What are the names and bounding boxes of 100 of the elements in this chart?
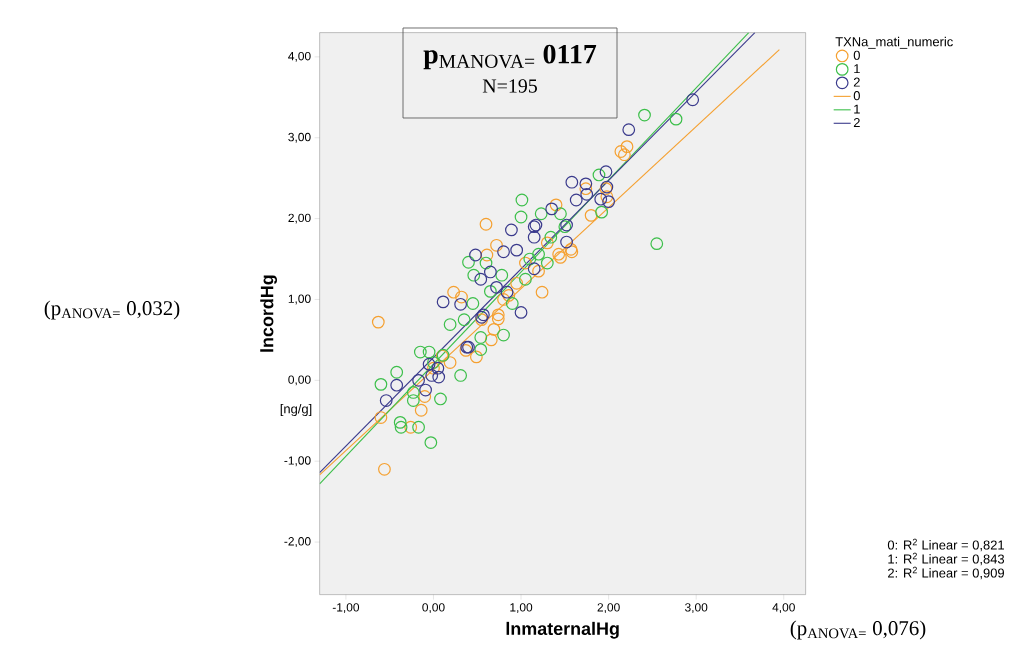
point <box>535 285 549 299</box>
point <box>545 202 559 216</box>
point <box>565 175 579 189</box>
point <box>638 108 651 122</box>
point <box>519 272 532 286</box>
point <box>552 247 566 261</box>
point <box>443 318 457 331</box>
point <box>595 205 609 219</box>
point <box>390 378 404 392</box>
x-tick-label: 3,00 <box>685 603 708 614</box>
point <box>502 289 516 302</box>
point <box>474 272 488 286</box>
x-tick-label: 0,00 <box>422 603 445 614</box>
point <box>425 369 439 382</box>
text: [ng/g] <box>280 403 312 417</box>
point <box>455 290 468 304</box>
point <box>527 262 541 276</box>
point <box>466 297 480 310</box>
text: 2: R$^{2}$ Linear = 0,909 <box>888 566 1004 580</box>
point <box>459 344 473 357</box>
x-tick-label: 4,00 <box>772 603 795 614</box>
x-tick-label: 1,00 <box>510 603 533 614</box>
legend-label: 1 <box>854 64 860 74</box>
y-tick-label: -2,00 <box>284 537 311 547</box>
point <box>424 436 438 449</box>
point <box>443 356 457 369</box>
point <box>422 345 436 359</box>
point <box>483 284 497 298</box>
point <box>479 256 493 270</box>
point <box>497 328 510 342</box>
y-tick-label: 2,00 <box>288 213 311 224</box>
legend-label: 2 <box>853 77 860 87</box>
point <box>431 361 445 375</box>
point <box>418 390 432 403</box>
point <box>406 394 420 407</box>
text: 1: R$^{2}$ Linear = 0,843 <box>888 552 1005 566</box>
y-tick-label: 4,00 <box>288 51 311 62</box>
point <box>422 357 436 371</box>
point <box>490 238 503 252</box>
point <box>554 207 567 221</box>
legend-label: 1 <box>854 104 860 114</box>
point <box>514 306 528 319</box>
point <box>491 308 505 322</box>
point <box>592 168 606 182</box>
text: (p$_{ANOVA=}$ 0,032) <box>44 300 180 320</box>
point <box>467 268 481 282</box>
legend-label: 0 <box>853 91 860 101</box>
point <box>620 140 634 154</box>
point <box>412 373 425 387</box>
point <box>532 247 545 261</box>
point <box>413 345 427 359</box>
y-tick-label: 3,00 <box>288 132 311 143</box>
point <box>599 165 613 179</box>
point <box>669 112 683 126</box>
point <box>469 248 482 262</box>
point <box>527 230 541 244</box>
point <box>500 285 514 299</box>
point <box>474 331 488 344</box>
point <box>560 235 573 249</box>
point <box>474 343 488 356</box>
y-axis-title: lncordHg <box>260 275 278 352</box>
point <box>374 377 388 391</box>
point <box>594 192 608 206</box>
point <box>406 386 420 399</box>
point <box>579 182 593 196</box>
point <box>540 236 554 250</box>
point <box>454 297 468 311</box>
annotation: p$_{MANOVA=}$ 0117 <box>423 44 597 70</box>
point <box>374 411 388 424</box>
point <box>447 285 461 299</box>
point <box>487 322 501 336</box>
point <box>419 383 432 397</box>
point <box>622 123 636 137</box>
point <box>602 195 616 209</box>
legend-label: 2 <box>853 118 860 128</box>
point <box>600 190 614 204</box>
point <box>480 248 494 262</box>
point <box>505 223 518 237</box>
point <box>532 264 545 278</box>
point <box>390 365 404 379</box>
point <box>427 361 440 375</box>
point <box>462 255 475 269</box>
point <box>540 256 554 270</box>
point <box>505 297 519 310</box>
point <box>491 312 505 326</box>
point <box>584 208 598 222</box>
point <box>569 193 583 207</box>
legend-label: 0 <box>853 50 860 60</box>
point <box>414 403 428 417</box>
point <box>580 187 594 201</box>
point <box>510 243 524 257</box>
point <box>510 276 524 290</box>
point <box>614 145 628 158</box>
point <box>393 415 407 429</box>
point <box>617 148 631 162</box>
point <box>404 420 418 434</box>
text: 0: R$^{2}$ Linear = 0,821 <box>887 538 1004 552</box>
point <box>457 313 471 327</box>
point <box>432 370 446 384</box>
point <box>519 256 532 270</box>
